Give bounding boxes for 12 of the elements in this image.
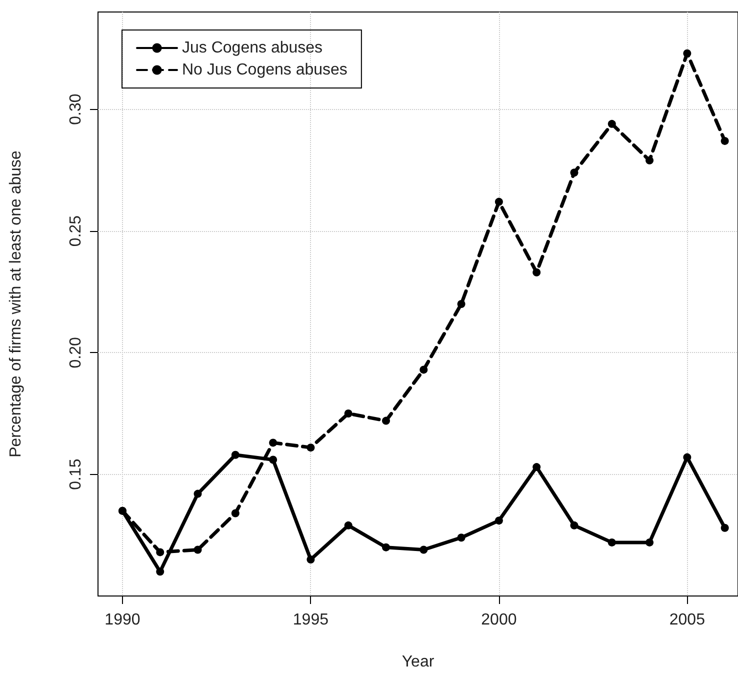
x-axis-title: Year [402,654,435,670]
y-tick-label: 0.20 [68,336,84,368]
legend-label: Jus Cogens abuses [182,40,323,56]
y-tick-label: 0.25 [68,215,84,247]
x-tick-label: 1990 [104,612,140,628]
y-axis-title: Percentage of firms with at least one abuse [8,150,24,458]
y-tick-label: 0.15 [68,458,84,490]
y-tick-label: 0.30 [68,94,84,125]
x-tick-label: 1995 [292,612,329,628]
x-tick-label: 2000 [481,612,517,628]
x-tick-label: 2005 [669,612,706,628]
legend-label: No Jus Cogens abuses [182,62,348,78]
